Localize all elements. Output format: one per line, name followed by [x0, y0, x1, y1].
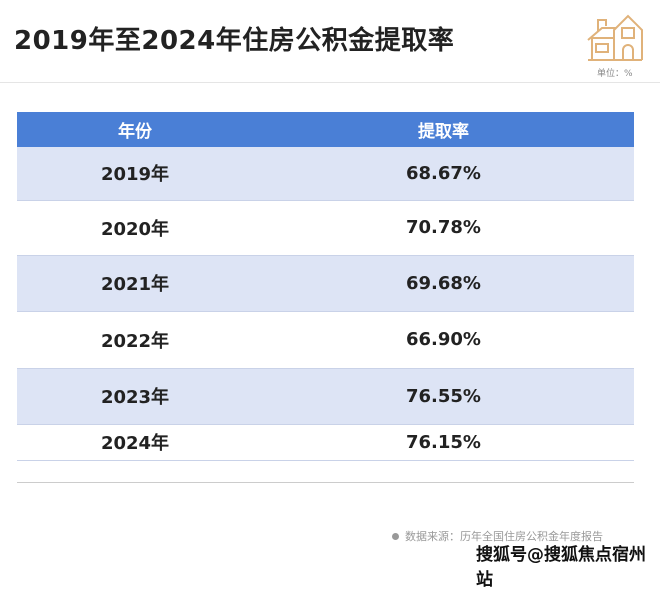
header-divider	[0, 82, 660, 83]
table-header-row: 年份 提取率	[17, 112, 634, 147]
year-cell: 2021年	[17, 255, 253, 312]
table-row: 2024年 76.15%	[17, 424, 634, 461]
watermark: 搜狐号@搜狐焦点宿州站	[476, 545, 646, 590]
year-cell: 2020年	[17, 200, 253, 256]
table-row: 2020年 70.78%	[17, 200, 634, 256]
rate-cell: 66.90%	[253, 311, 634, 369]
house-icon	[587, 14, 643, 61]
table-row: 2019年 68.67%	[17, 147, 634, 201]
column-header-rate: 提取率	[253, 112, 634, 147]
table-row: 2023年 76.55%	[17, 368, 634, 425]
table-row: 2022年 66.90%	[17, 311, 634, 369]
table-row: 2021年 69.68%	[17, 255, 634, 312]
year-cell: 2024年	[17, 424, 253, 461]
year-cell: 2023年	[17, 368, 253, 425]
rate-cell: 70.78%	[253, 200, 634, 256]
rate-cell: 68.67%	[253, 147, 634, 201]
data-source: 数据来源：历年全国住房公积金年度报告	[392, 528, 603, 544]
unit-label: 单位：%	[597, 69, 633, 79]
footer-divider	[17, 482, 634, 483]
rate-cell: 76.15%	[253, 424, 634, 461]
source-text: 数据来源：历年全国住房公积金年度报告	[405, 530, 603, 543]
column-header-year: 年份	[17, 112, 253, 147]
year-cell: 2022年	[17, 311, 253, 369]
year-cell: 2019年	[17, 147, 253, 201]
bullet-icon	[392, 533, 399, 540]
rate-cell: 69.68%	[253, 255, 634, 312]
extraction-rate-table: 年份 提取率 2019年 68.67% 2020年 70.78% 2021年 6…	[17, 112, 634, 461]
page-title: 2019年至2024年住房公积金提取率	[14, 26, 455, 56]
rate-cell: 76.55%	[253, 368, 634, 425]
